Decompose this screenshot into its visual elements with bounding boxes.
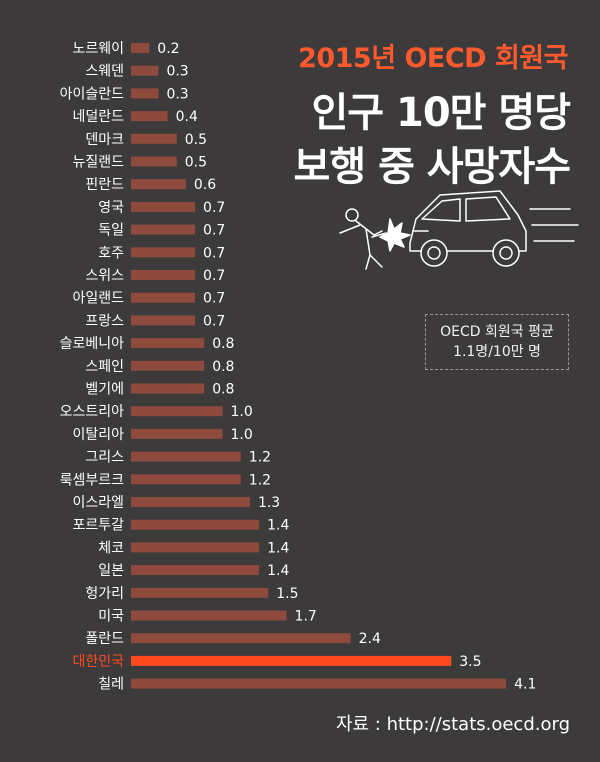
pedestrian-car-collision-icon xyxy=(339,190,579,270)
bar xyxy=(131,292,196,303)
chart-title-year: 2015년 OECD 회원국 xyxy=(298,43,568,74)
bar xyxy=(131,224,196,235)
bar xyxy=(131,179,186,190)
category-label: 폴란드 xyxy=(85,631,124,647)
category-label: 미국 xyxy=(98,609,124,625)
value-label: 4.1 xyxy=(514,677,536,693)
bar xyxy=(131,678,507,689)
bar xyxy=(131,315,196,326)
category-label: 스페인 xyxy=(85,359,124,375)
category-label: 아이슬란드 xyxy=(60,86,125,102)
bar xyxy=(131,428,223,439)
category-label: 스웨덴 xyxy=(85,64,124,80)
value-label: 1.4 xyxy=(267,563,289,579)
value-label: 0.7 xyxy=(203,313,225,329)
bar xyxy=(131,111,168,122)
value-label: 0.7 xyxy=(203,268,225,284)
category-label: 포르투갈 xyxy=(72,518,124,534)
value-label: 0.2 xyxy=(157,41,179,57)
category-label: 네덜란드 xyxy=(72,109,124,125)
bar xyxy=(131,43,150,53)
value-label: 1.0 xyxy=(231,427,253,443)
value-label: 0.4 xyxy=(176,109,198,125)
category-label: 벨기에 xyxy=(85,382,124,398)
bar xyxy=(131,247,196,258)
bar xyxy=(131,406,223,417)
value-label: 0.3 xyxy=(166,64,188,80)
bar xyxy=(131,156,177,167)
category-label: 호주 xyxy=(98,245,124,261)
value-label: 0.5 xyxy=(185,132,207,148)
bar xyxy=(131,360,205,371)
category-label: 오스트리아 xyxy=(60,404,125,420)
category-label: 프랑스 xyxy=(85,313,124,329)
bar xyxy=(131,383,205,394)
bar xyxy=(131,65,159,76)
value-label: 0.3 xyxy=(166,86,188,102)
value-label: 3.5 xyxy=(459,654,481,670)
bar xyxy=(131,542,260,553)
category-label: 아일랜드 xyxy=(72,291,124,307)
category-label: 영국 xyxy=(98,200,124,216)
value-label: 0.5 xyxy=(185,155,207,171)
value-label: 1.4 xyxy=(267,518,289,534)
category-label: 룩셈부르크 xyxy=(60,472,125,488)
bar xyxy=(131,88,159,99)
average-value: 1.1명/10만 명 xyxy=(453,344,541,360)
category-label: 일본 xyxy=(98,563,124,579)
category-label: 뉴질랜드 xyxy=(72,155,124,171)
value-label: 0.7 xyxy=(203,245,225,261)
category-label: 그리스 xyxy=(85,450,124,466)
value-label: 1.2 xyxy=(249,472,271,488)
value-label: 0.7 xyxy=(203,223,225,239)
value-label: 1.7 xyxy=(295,609,317,625)
value-label: 0.8 xyxy=(212,382,234,398)
bar xyxy=(131,610,287,621)
bar xyxy=(131,338,205,349)
bar xyxy=(131,451,241,462)
bar xyxy=(131,497,250,507)
category-label: 덴마크 xyxy=(85,132,124,148)
value-label: 2.4 xyxy=(359,631,381,647)
category-label: 헝가리 xyxy=(85,586,124,602)
category-label: 독일 xyxy=(98,223,124,239)
category-label: 이탈리아 xyxy=(72,427,124,443)
value-label: 1.0 xyxy=(231,404,253,420)
category-label: 노르웨이 xyxy=(72,41,124,57)
value-label: 0.8 xyxy=(212,359,234,375)
chart-title-sub: 보행 중 사망자수 xyxy=(293,144,571,190)
value-label: 0.6 xyxy=(194,177,216,193)
category-label: 칠레 xyxy=(98,677,124,693)
chart-title-main: 인구 10만 명당 xyxy=(311,90,571,136)
value-label: 0.7 xyxy=(203,291,225,307)
bar xyxy=(131,133,177,144)
average-label: OECD 회원국 평균 xyxy=(440,324,554,340)
bar xyxy=(131,565,260,576)
category-label: 스위스 xyxy=(85,268,124,284)
value-label: 1.2 xyxy=(249,450,271,466)
bar-highlight xyxy=(131,655,452,666)
category-label: 대한민국 xyxy=(72,654,124,670)
source-note: 자료 : http://stats.oecd.org xyxy=(335,714,570,735)
oecd-average-box: OECD 회원국 평균 1.1명/10만 명 xyxy=(425,314,569,370)
value-label: 0.7 xyxy=(203,200,225,216)
bar xyxy=(131,270,196,280)
bar xyxy=(131,519,260,530)
value-label: 0.8 xyxy=(212,336,234,352)
value-label: 1.5 xyxy=(276,586,298,602)
category-label: 핀란드 xyxy=(85,177,124,193)
bar xyxy=(131,201,196,212)
category-label: 체코 xyxy=(98,540,124,556)
category-label: 이스라엘 xyxy=(72,495,124,511)
bar xyxy=(131,474,241,485)
value-label: 1.4 xyxy=(267,540,289,556)
value-label: 1.3 xyxy=(258,495,280,511)
bar xyxy=(131,633,351,644)
bar xyxy=(131,587,269,598)
category-label: 슬로베니아 xyxy=(60,336,125,352)
